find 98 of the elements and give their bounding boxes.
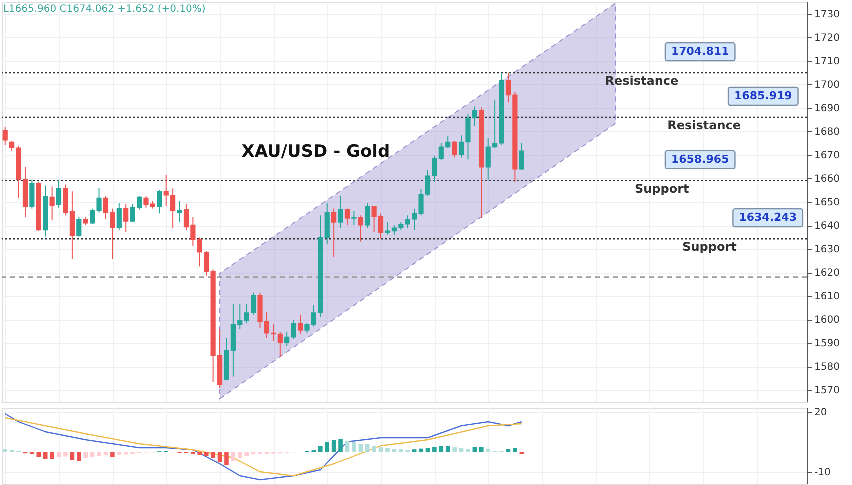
y-tick-label: 1650 bbox=[814, 198, 840, 208]
bar bbox=[318, 446, 323, 452]
candlestick bbox=[30, 179, 35, 210]
bar bbox=[110, 452, 115, 458]
bar bbox=[90, 452, 95, 458]
annotation: 1685.919 bbox=[734, 89, 792, 102]
candlestick bbox=[284, 332, 290, 346]
candlestick bbox=[332, 208, 337, 258]
bar bbox=[506, 449, 511, 452]
candlestick bbox=[278, 332, 283, 358]
bar bbox=[36, 452, 42, 457]
bar bbox=[345, 441, 350, 452]
y-tick-label: 20 bbox=[814, 408, 828, 418]
bar bbox=[338, 439, 343, 452]
bar bbox=[513, 448, 518, 452]
y-tick-label: 1630 bbox=[814, 244, 840, 256]
bar bbox=[77, 452, 82, 462]
bar bbox=[459, 448, 464, 452]
candlestick bbox=[452, 140, 458, 158]
annotation: 1704.811 bbox=[671, 45, 730, 58]
ref-line-label: Resistance bbox=[605, 74, 679, 88]
bar bbox=[211, 452, 216, 458]
candlestick bbox=[124, 204, 129, 233]
bar bbox=[231, 452, 236, 461]
y-tick-label: 1610 bbox=[814, 292, 840, 303]
y-tick-label: 1640 bbox=[814, 221, 840, 232]
bar bbox=[50, 452, 54, 460]
y-tick-label: 1720 bbox=[814, 32, 840, 44]
bar bbox=[378, 448, 384, 452]
y-tick-label: 1670 bbox=[814, 150, 840, 162]
bar bbox=[365, 444, 370, 452]
annotation: 1634.243 bbox=[739, 211, 797, 224]
bar bbox=[446, 446, 450, 452]
candlestick bbox=[50, 186, 55, 222]
candlestick bbox=[358, 215, 364, 242]
bar bbox=[352, 442, 356, 452]
bar bbox=[43, 452, 48, 459]
bar bbox=[386, 448, 390, 452]
y-tick-label: 1620 bbox=[814, 268, 840, 280]
y-tick-label: 1690 bbox=[814, 103, 840, 114]
y-tick-label: 1570 bbox=[814, 386, 840, 397]
candlestick bbox=[116, 202, 122, 231]
bar bbox=[452, 448, 457, 452]
candlestick bbox=[352, 210, 357, 226]
candlestick bbox=[177, 200, 182, 223]
y-tick-label: 1660 bbox=[814, 174, 840, 185]
candlestick bbox=[291, 319, 296, 340]
bar bbox=[332, 440, 336, 452]
ref-line-label: Resistance bbox=[668, 118, 742, 132]
bar bbox=[198, 452, 202, 455]
bar bbox=[325, 442, 330, 452]
candlestick bbox=[2, 126, 8, 146]
text: XAU/USD - Gold bbox=[242, 142, 390, 162]
candlestick bbox=[157, 190, 162, 214]
bar bbox=[124, 452, 128, 455]
bar bbox=[466, 449, 470, 452]
bar bbox=[64, 452, 68, 457]
y-tick-label: 1730 bbox=[814, 9, 840, 20]
candlestick bbox=[76, 217, 82, 238]
bar bbox=[97, 452, 102, 456]
candlestick bbox=[56, 179, 62, 208]
bar bbox=[238, 452, 242, 458]
bar bbox=[426, 448, 430, 452]
y-tick-label: 1590 bbox=[814, 338, 840, 350]
bar bbox=[104, 452, 108, 456]
bar bbox=[84, 452, 88, 458]
bar bbox=[204, 452, 209, 456]
ref-line-label: Support bbox=[682, 240, 738, 254]
y-tick-label: 1700 bbox=[814, 80, 840, 91]
y-tick-label: 1600 bbox=[814, 315, 840, 326]
ref-line-label: Support bbox=[634, 182, 690, 196]
y-tick-label: -10 bbox=[814, 468, 831, 478]
bar bbox=[117, 452, 122, 456]
bar bbox=[472, 447, 478, 452]
bar bbox=[218, 452, 222, 462]
bar bbox=[244, 452, 249, 456]
y-tick-label: 1680 bbox=[814, 126, 840, 138]
bar bbox=[70, 452, 75, 460]
candlestick bbox=[365, 202, 370, 229]
bar bbox=[358, 444, 364, 452]
bar bbox=[392, 449, 397, 452]
bar bbox=[432, 447, 437, 452]
y-tick-label: 1710 bbox=[814, 56, 840, 68]
annotation: L1665.960 C1674.062 +1.652 (+0.10%) bbox=[3, 4, 206, 15]
bar bbox=[486, 449, 490, 452]
bar bbox=[3, 449, 8, 452]
bar bbox=[419, 448, 424, 452]
annotation: 1658.965 bbox=[671, 152, 730, 166]
bar bbox=[480, 447, 484, 452]
candlestick bbox=[344, 208, 350, 226]
y-tick-label: 1580 bbox=[814, 362, 840, 374]
bar bbox=[372, 446, 376, 452]
bar bbox=[224, 452, 229, 465]
bar bbox=[439, 446, 444, 452]
candlestick bbox=[298, 314, 304, 335]
candlestick bbox=[338, 196, 344, 229]
candlestick bbox=[519, 142, 524, 171]
bar bbox=[56, 452, 62, 458]
